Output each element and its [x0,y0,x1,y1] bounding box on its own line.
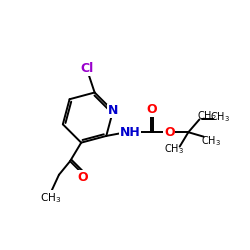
Text: N: N [108,104,118,117]
Text: CH$_2$: CH$_2$ [196,110,216,123]
Text: Cl: Cl [80,62,94,75]
Text: O: O [164,126,175,139]
Text: CH$_3$: CH$_3$ [164,143,184,156]
Text: CH$_3$: CH$_3$ [40,191,61,205]
Text: NH: NH [120,126,140,139]
Text: O: O [146,103,157,116]
Text: O: O [77,171,88,184]
Text: CH$_3$: CH$_3$ [210,110,230,124]
Text: CH$_3$: CH$_3$ [200,134,220,148]
